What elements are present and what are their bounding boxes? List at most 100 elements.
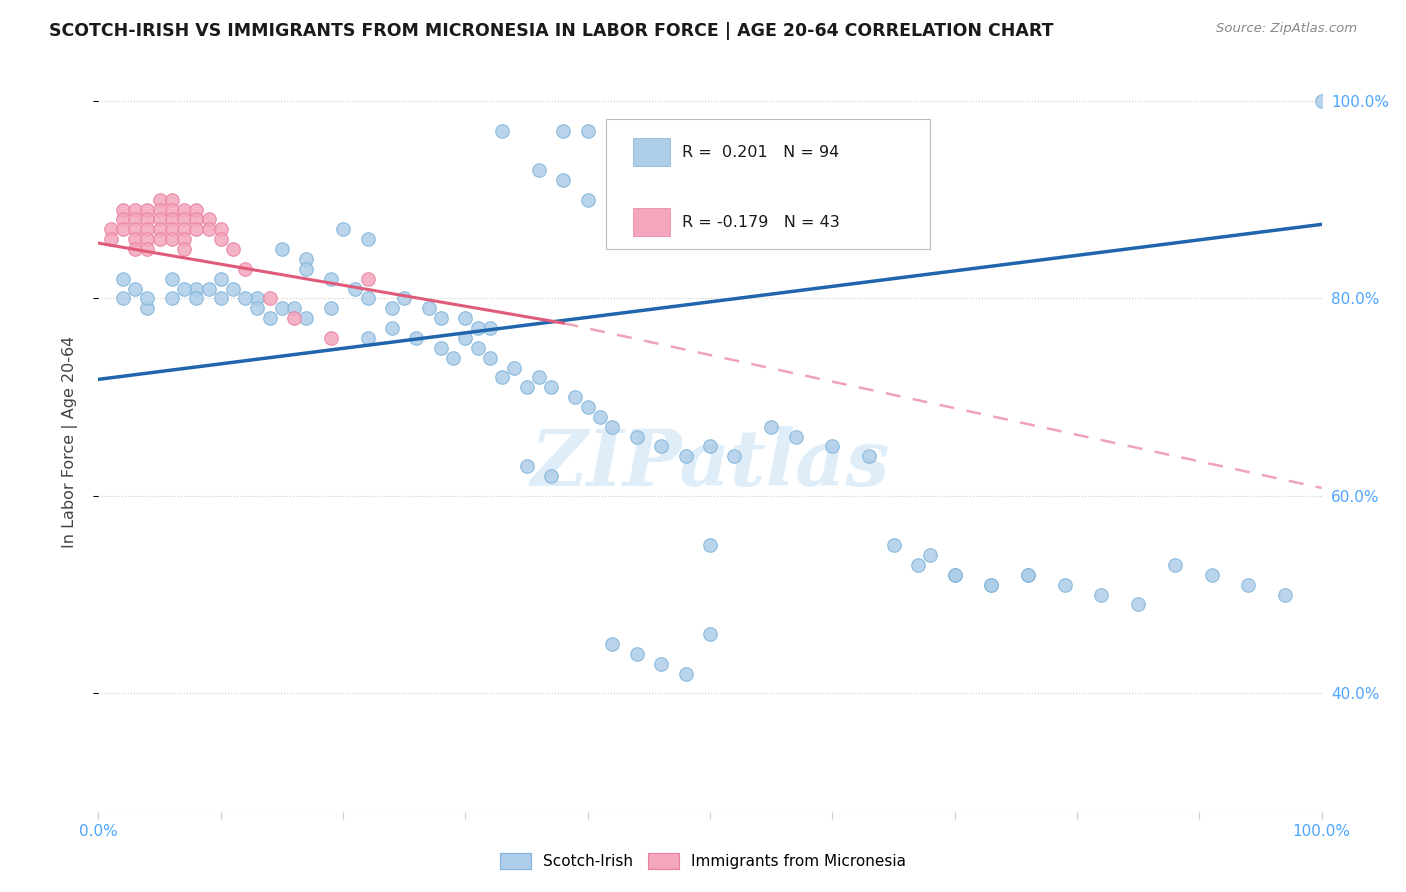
Point <box>980 577 1002 591</box>
Point <box>675 666 697 681</box>
FancyBboxPatch shape <box>633 138 669 166</box>
Point <box>149 212 172 227</box>
Point <box>553 123 575 137</box>
Point <box>515 459 537 474</box>
Point <box>319 331 342 345</box>
Point <box>540 380 562 394</box>
Point <box>418 301 440 316</box>
Point <box>160 232 183 246</box>
Point <box>430 311 453 326</box>
Point <box>883 538 905 552</box>
Point <box>491 370 513 384</box>
Point <box>1128 598 1150 612</box>
FancyBboxPatch shape <box>606 120 931 249</box>
Point <box>1237 577 1260 591</box>
FancyBboxPatch shape <box>633 209 669 236</box>
Point <box>564 390 586 404</box>
Point <box>576 400 599 414</box>
Point <box>943 567 966 582</box>
Point <box>626 429 648 443</box>
Point <box>209 222 232 236</box>
Point <box>503 360 526 375</box>
Point <box>124 232 146 246</box>
Point <box>441 351 464 365</box>
Point <box>1090 588 1112 602</box>
Point <box>186 202 208 217</box>
Point <box>943 567 966 582</box>
Point <box>478 321 501 335</box>
Point <box>467 321 489 335</box>
Point <box>295 261 318 276</box>
Point <box>761 419 783 434</box>
Point <box>124 242 146 256</box>
Point <box>553 173 575 187</box>
Point <box>454 311 477 326</box>
Point <box>111 202 134 217</box>
Point <box>283 311 305 326</box>
Point <box>332 222 354 236</box>
Point <box>821 440 844 454</box>
Point <box>186 212 208 227</box>
Point <box>259 292 281 306</box>
Point <box>295 252 318 266</box>
Point <box>222 242 245 256</box>
Point <box>589 409 612 424</box>
Point <box>356 232 378 246</box>
Point <box>136 202 159 217</box>
Point <box>149 202 172 217</box>
Point <box>136 242 159 256</box>
Point <box>356 292 378 306</box>
Point <box>576 193 599 207</box>
Point <box>858 450 880 464</box>
Point <box>136 292 159 306</box>
Point <box>173 222 195 236</box>
Point <box>149 193 172 207</box>
Point <box>699 440 721 454</box>
Point <box>980 577 1002 591</box>
Point <box>160 193 183 207</box>
Point <box>430 341 453 355</box>
Point <box>319 271 342 285</box>
Point <box>233 292 256 306</box>
Point <box>1201 567 1223 582</box>
Point <box>699 627 721 641</box>
Point <box>111 222 134 236</box>
Point <box>173 212 195 227</box>
Point <box>270 242 294 256</box>
Point <box>478 351 501 365</box>
Point <box>197 212 219 227</box>
Point <box>650 440 672 454</box>
Point <box>723 450 745 464</box>
Point <box>100 232 122 246</box>
Point <box>270 301 294 316</box>
Point <box>319 301 342 316</box>
Point <box>675 450 697 464</box>
Point <box>1164 558 1187 572</box>
Point <box>381 301 404 316</box>
Point <box>356 331 378 345</box>
Point <box>600 637 623 651</box>
Point <box>392 292 416 306</box>
Point <box>173 242 195 256</box>
Point <box>149 222 172 236</box>
Point <box>1053 577 1076 591</box>
Point <box>173 281 195 295</box>
Point <box>246 301 269 316</box>
Point <box>173 202 195 217</box>
Point <box>454 331 477 345</box>
Point <box>173 232 195 246</box>
Point <box>209 271 232 285</box>
Point <box>100 222 122 236</box>
Point <box>540 469 562 483</box>
Point <box>186 281 208 295</box>
Point <box>381 321 404 335</box>
Text: SCOTCH-IRISH VS IMMIGRANTS FROM MICRONESIA IN LABOR FORCE | AGE 20-64 CORRELATIO: SCOTCH-IRISH VS IMMIGRANTS FROM MICRONES… <box>49 22 1053 40</box>
Point <box>186 222 208 236</box>
Point <box>136 222 159 236</box>
Point <box>467 341 489 355</box>
Point <box>160 212 183 227</box>
Text: ZIPatlas: ZIPatlas <box>530 425 890 502</box>
Point <box>491 123 513 137</box>
Point <box>186 292 208 306</box>
Point <box>907 558 929 572</box>
